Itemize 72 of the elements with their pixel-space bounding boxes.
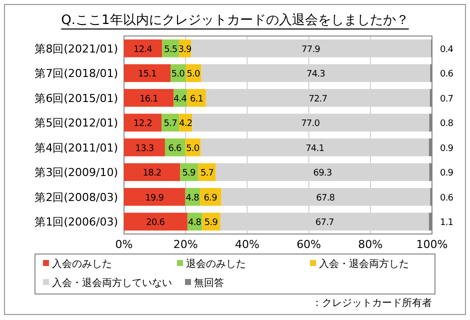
data-label: 0.7 xyxy=(440,94,454,104)
bar xyxy=(124,64,171,82)
data-label: 0.8 xyxy=(440,119,454,130)
bar xyxy=(124,88,174,107)
data-label: 5.7 xyxy=(164,119,177,130)
y-tick-label: 第5回(2012/01) xyxy=(34,116,118,130)
data-label: 5.9 xyxy=(204,218,218,228)
bar xyxy=(124,163,180,182)
x-tick-label: 60% xyxy=(296,238,322,251)
y-tick-label: 第8回(2021/01) xyxy=(34,42,118,56)
bar xyxy=(187,88,206,107)
data-label: 4.2 xyxy=(179,119,192,130)
y-tick-label: 第2回(2008/03) xyxy=(34,190,118,204)
data-label: 4.4 xyxy=(173,94,188,104)
data-label: 5.5 xyxy=(164,44,178,55)
data-label: 77.9 xyxy=(302,44,321,55)
x-tick-label: 40% xyxy=(234,238,260,251)
data-label: 3.9 xyxy=(178,44,192,55)
y-tick-label: 第6回(2015/01) xyxy=(34,92,118,105)
data-label: 5.0 xyxy=(186,144,200,154)
data-label: 0.9 xyxy=(440,168,454,179)
y-tick-label: 第7回(2018/01) xyxy=(34,67,118,80)
x-tick-label: 0% xyxy=(115,238,133,251)
legend-label: 入会・退会両方した xyxy=(319,258,409,270)
bar xyxy=(198,163,216,182)
data-label: 19.9 xyxy=(145,193,164,204)
data-label: 12.2 xyxy=(134,119,152,130)
data-label: 74.1 xyxy=(306,144,324,154)
data-label: 69.3 xyxy=(313,168,332,179)
data-label: 13.3 xyxy=(135,144,154,154)
bar xyxy=(124,114,162,132)
y-tick-label: 第3回(2009/10) xyxy=(34,166,118,180)
legend-label: 入会のみした xyxy=(52,258,112,270)
data-label: 6.1 xyxy=(190,94,204,104)
data-label: 4.8 xyxy=(188,218,202,228)
bar xyxy=(124,39,162,58)
text: ：クレジットカード所有者 xyxy=(312,297,432,309)
data-label: 5.9 xyxy=(182,168,196,179)
data-label: 0.6 xyxy=(440,70,454,80)
legend-label: 入会・退会両方していない xyxy=(52,277,172,289)
data-label: 18.2 xyxy=(142,168,162,179)
data-label: 5.0 xyxy=(186,70,200,80)
x-tick-label: 100% xyxy=(416,238,448,251)
data-label: 16.1 xyxy=(140,94,158,104)
bar xyxy=(124,188,186,206)
legend-label: 退会のみした xyxy=(186,258,246,270)
data-label: 15.1 xyxy=(138,70,156,80)
y-tick-label: 第4回(2011/01) xyxy=(34,141,118,154)
data-label: 0.9 xyxy=(440,144,454,154)
x-tick-label: 80% xyxy=(358,238,383,251)
x-tick-label: 20% xyxy=(173,238,198,251)
data-label: 5.7 xyxy=(200,168,214,179)
bar xyxy=(124,138,165,156)
legend-label: 無回答 xyxy=(194,277,224,289)
data-label: 0.6 xyxy=(440,193,454,204)
y-tick-label: 第1回(2006/03) xyxy=(34,216,118,229)
data-label: 74.3 xyxy=(306,70,325,80)
data-label: 67.8 xyxy=(316,193,336,204)
data-label: 4.8 xyxy=(186,193,200,204)
data-label: 0.4 xyxy=(440,44,454,55)
data-label: 20.6 xyxy=(146,218,166,228)
chart-title: Q.ここ1年以内にクレジットカードの入退会をしましたか？ xyxy=(61,13,409,28)
data-label: 77.0 xyxy=(301,119,320,130)
data-label: 72.7 xyxy=(308,94,328,104)
data-label: 67.7 xyxy=(315,218,334,228)
data-label: 6.6 xyxy=(168,144,182,154)
data-label: 5.0 xyxy=(171,70,186,80)
data-label: 12.4 xyxy=(134,44,153,55)
data-label: 6.9 xyxy=(204,193,218,204)
bar xyxy=(162,114,180,132)
bar xyxy=(124,212,188,231)
data-label: 1.1 xyxy=(440,218,454,228)
